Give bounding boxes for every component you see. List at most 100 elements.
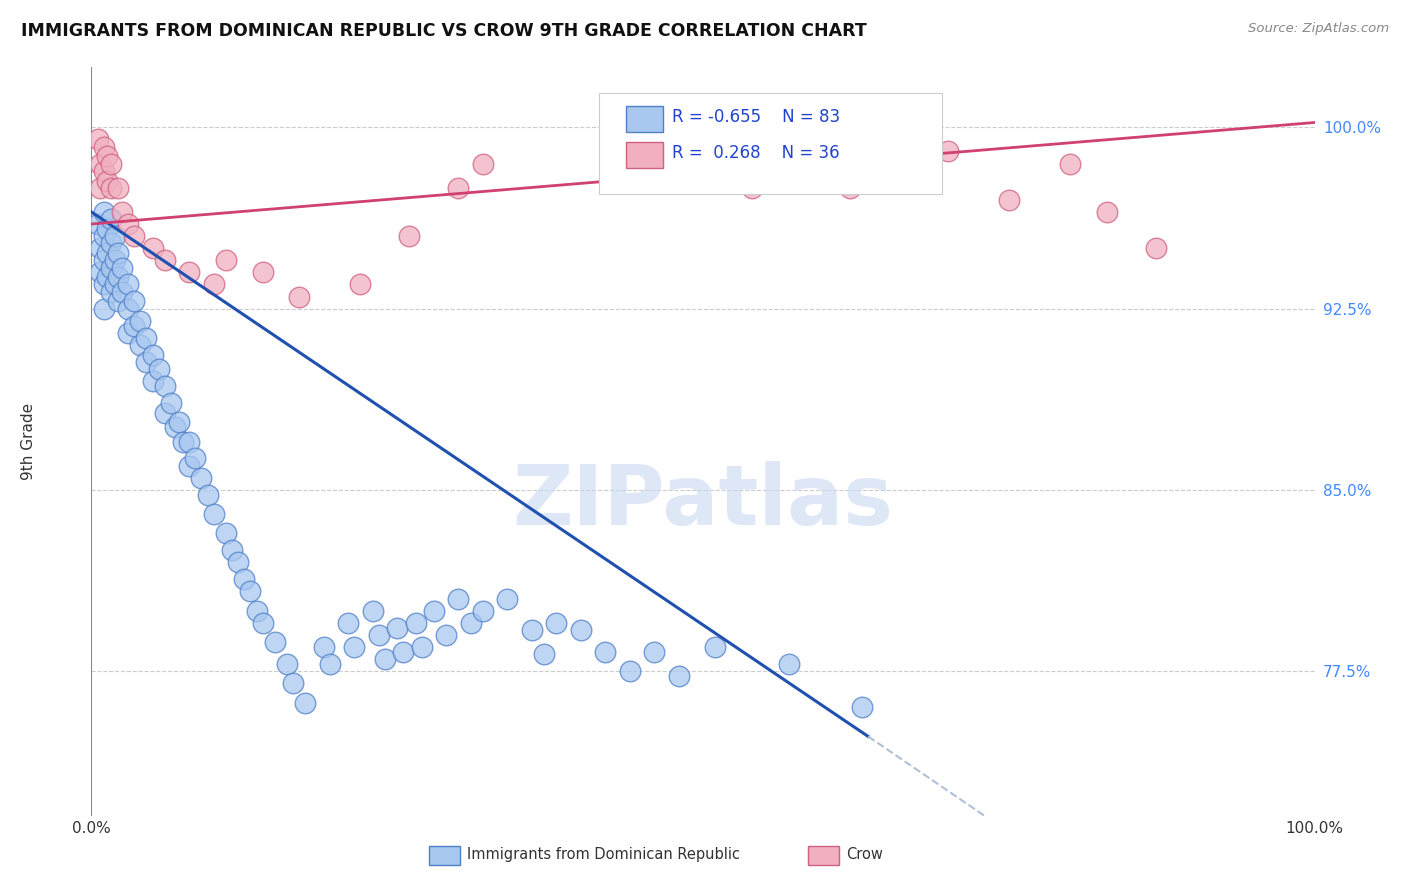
Point — [122, 229, 145, 244]
Point — [111, 260, 134, 275]
Point — [692, 169, 714, 183]
Point — [619, 664, 641, 678]
Text: Crow: Crow — [846, 847, 883, 862]
Point — [239, 584, 262, 599]
Point — [276, 657, 298, 671]
Point — [100, 180, 122, 194]
Point — [215, 526, 238, 541]
Point — [569, 623, 592, 637]
Point — [172, 434, 194, 449]
Point — [447, 591, 470, 606]
Point — [107, 246, 129, 260]
Point — [349, 277, 371, 292]
Point — [374, 652, 396, 666]
Text: Source: ZipAtlas.com: Source: ZipAtlas.com — [1249, 22, 1389, 36]
Point — [169, 415, 191, 429]
Point — [96, 149, 118, 163]
Y-axis label: 9th Grade: 9th Grade — [21, 403, 35, 480]
Point — [998, 193, 1021, 207]
Point — [367, 628, 389, 642]
Point — [89, 156, 111, 170]
Point — [160, 396, 183, 410]
Point — [252, 615, 274, 630]
Point — [179, 434, 201, 449]
Point — [434, 628, 457, 642]
Point — [96, 246, 118, 260]
Text: R = -0.655    N = 83: R = -0.655 N = 83 — [672, 108, 841, 126]
Point — [520, 623, 543, 637]
Point — [107, 180, 129, 194]
Point — [283, 676, 305, 690]
Point — [179, 265, 201, 279]
Point — [226, 555, 249, 569]
Point — [93, 205, 115, 219]
Point — [96, 173, 118, 187]
Point — [129, 314, 152, 328]
Point — [135, 355, 157, 369]
Point — [851, 700, 873, 714]
Point — [122, 294, 145, 309]
Point — [96, 270, 118, 285]
Point — [546, 615, 568, 630]
Point — [838, 180, 860, 194]
Point — [96, 222, 118, 236]
Point — [190, 471, 212, 485]
Point — [741, 180, 763, 194]
Point — [111, 285, 134, 299]
FancyBboxPatch shape — [599, 93, 942, 194]
Point — [135, 330, 157, 344]
Point — [86, 132, 108, 146]
Point — [153, 405, 176, 419]
Point — [221, 543, 243, 558]
Point — [471, 156, 494, 170]
Point — [117, 217, 139, 231]
Point — [163, 420, 186, 434]
Point — [107, 270, 129, 285]
Point — [411, 640, 433, 654]
Point — [202, 277, 225, 292]
Point — [405, 615, 427, 630]
Point — [93, 164, 115, 178]
Point — [104, 277, 127, 292]
Text: ZIPatlas: ZIPatlas — [513, 461, 893, 542]
Point — [778, 657, 800, 671]
Point — [117, 301, 139, 316]
Point — [89, 241, 111, 255]
Point — [111, 205, 134, 219]
Point — [141, 347, 163, 361]
Point — [398, 229, 420, 244]
Point — [319, 657, 342, 671]
Point — [361, 604, 384, 618]
Point — [533, 647, 555, 661]
Point — [100, 156, 122, 170]
Text: R =  0.268    N = 36: R = 0.268 N = 36 — [672, 145, 839, 162]
Text: Immigrants from Dominican Republic: Immigrants from Dominican Republic — [467, 847, 740, 862]
Point — [107, 294, 129, 309]
Point — [312, 640, 335, 654]
Point — [100, 236, 122, 251]
Point — [704, 640, 727, 654]
Point — [104, 229, 127, 244]
Point — [471, 604, 494, 618]
Point — [447, 180, 470, 194]
Point — [100, 212, 122, 227]
Point — [343, 640, 366, 654]
Point — [827, 156, 849, 170]
Point — [593, 645, 616, 659]
Text: IMMIGRANTS FROM DOMINICAN REPUBLIC VS CROW 9TH GRADE CORRELATION CHART: IMMIGRANTS FROM DOMINICAN REPUBLIC VS CR… — [21, 22, 868, 40]
Point — [93, 277, 115, 292]
Point — [129, 338, 152, 352]
Point — [117, 277, 139, 292]
Point — [86, 217, 108, 231]
Point — [215, 253, 238, 268]
Point — [153, 379, 176, 393]
Point — [460, 615, 482, 630]
Point — [122, 318, 145, 333]
Point — [100, 260, 122, 275]
Point — [245, 604, 267, 618]
Point — [197, 488, 219, 502]
Point — [1144, 241, 1167, 255]
Point — [141, 241, 163, 255]
Point — [1059, 156, 1081, 170]
Point — [148, 362, 170, 376]
